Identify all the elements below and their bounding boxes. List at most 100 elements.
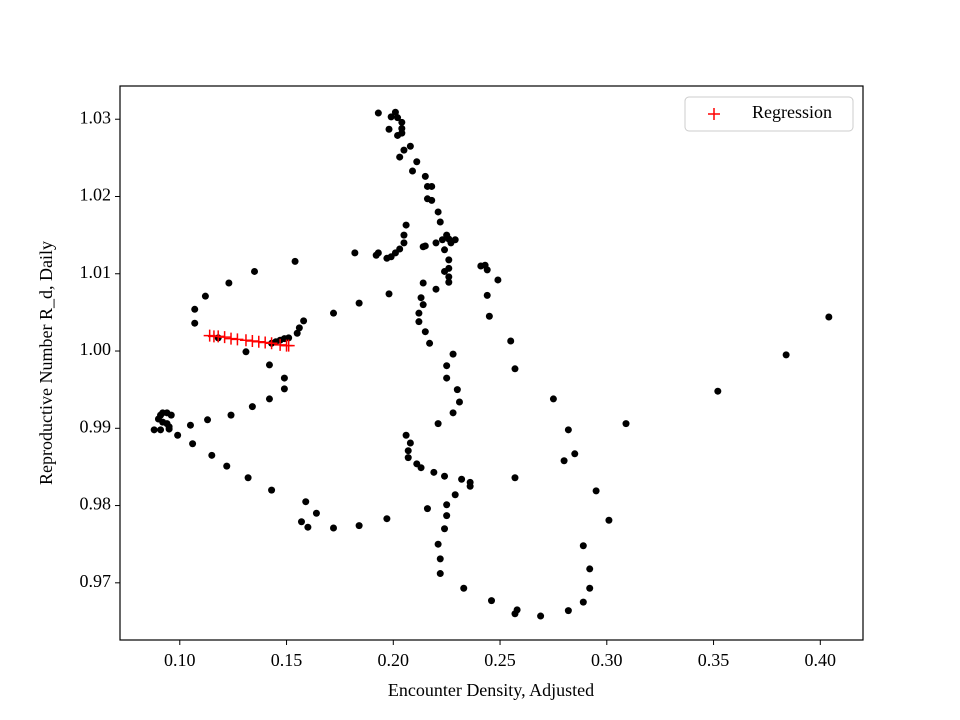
scatter-point [579, 542, 587, 550]
scatter-point [259, 336, 272, 349]
scatter-point [400, 231, 408, 239]
scatter-point [280, 385, 288, 393]
y-tick-label: 0.97 [80, 571, 112, 591]
scatter-point [443, 362, 451, 370]
scatter-point [293, 329, 301, 337]
scatter-point [385, 125, 393, 133]
scatter-point [466, 478, 474, 486]
scatter-point [246, 334, 259, 347]
scatter-point [434, 420, 442, 428]
scatter-point [417, 294, 425, 302]
scatter-point [396, 153, 404, 161]
scatter-point [438, 236, 446, 244]
scatter-point [825, 313, 833, 321]
scatter-point [586, 584, 594, 592]
y-tick-label: 1.01 [80, 262, 112, 282]
scatter-point [564, 426, 572, 434]
scatter-point [560, 457, 568, 465]
scatter-point [300, 317, 308, 325]
scatter-point [443, 501, 451, 509]
scatter-point [297, 518, 305, 526]
scatter-point [455, 398, 463, 406]
scatter-point [511, 474, 519, 482]
scatter-point [605, 516, 613, 524]
scatter-point [434, 208, 442, 216]
scatter-point [406, 142, 414, 150]
scatter-point [268, 486, 276, 494]
scatter-point [383, 515, 391, 523]
scatter-point [398, 129, 406, 137]
scatter-point [280, 374, 288, 382]
scatter-point [571, 450, 579, 458]
scatter-point [494, 276, 502, 284]
scatter-point [579, 598, 587, 606]
scatter-point [150, 426, 158, 434]
scatter-point [218, 331, 231, 344]
scatter-point [460, 584, 468, 592]
scatter-point [251, 267, 259, 275]
scatter-point [385, 290, 393, 298]
scatter-point [231, 333, 244, 346]
scatter-point [304, 523, 312, 531]
scatter-point [191, 319, 199, 327]
scatter-point [419, 243, 427, 251]
scatter-point [432, 239, 440, 247]
scatter-point [265, 361, 273, 369]
scatter-point [426, 339, 434, 347]
scatter-point [212, 330, 225, 343]
scatter-point [400, 146, 408, 154]
scatter-point [312, 509, 320, 517]
scatter-point [430, 468, 438, 476]
scatter-point [443, 512, 451, 520]
plot-frame [119, 85, 864, 641]
scatter-point [372, 251, 380, 259]
scatter-point [483, 291, 491, 299]
scatter-point [485, 312, 493, 320]
scatter-point [443, 374, 451, 382]
scatter-point [458, 475, 466, 483]
scatter-point [355, 522, 363, 530]
scatter-point [201, 292, 209, 300]
scatter-point [402, 221, 410, 229]
scatter-point [248, 403, 256, 411]
scatter-point [449, 350, 457, 358]
scatter-point [387, 253, 395, 261]
y-axis-label: Reproductive Number R_d, Daily [36, 241, 56, 485]
scatter-point [451, 491, 459, 499]
scatter-point [419, 301, 427, 309]
y-tick-label: 0.98 [80, 494, 112, 514]
scatter-point [157, 426, 165, 434]
scatter-point [391, 108, 399, 116]
legend-label: Regression [752, 102, 832, 122]
scatter-point [409, 167, 417, 175]
scatter-point [421, 328, 429, 336]
scatter-point [441, 472, 449, 480]
scatter-point [252, 335, 265, 348]
scatter-point [400, 239, 408, 247]
scatter-point [413, 158, 421, 166]
scatter-point [186, 421, 194, 429]
x-tick-label: 0.35 [698, 650, 730, 670]
scatter-point [174, 431, 182, 439]
y-tick-label: 1.02 [80, 185, 112, 205]
y-tick-label: 1.03 [80, 107, 112, 127]
scatter-point [782, 351, 790, 359]
scatter-point [449, 409, 457, 417]
scatter-point [432, 285, 440, 293]
scatter-point [415, 318, 423, 326]
legend-box [684, 96, 854, 132]
scatter-point [330, 309, 338, 317]
scatter-point [355, 299, 363, 307]
scatter-point [428, 182, 436, 190]
x-tick-label: 0.25 [484, 650, 516, 670]
scatter-point [398, 118, 406, 126]
scatter-point [291, 257, 299, 265]
x-tick-label: 0.10 [164, 650, 196, 670]
scatter-point [208, 451, 216, 459]
x-tick-label: 0.40 [805, 650, 837, 670]
scatter-point [453, 386, 461, 394]
scatter-point [451, 236, 459, 244]
scatter-point [445, 256, 453, 264]
